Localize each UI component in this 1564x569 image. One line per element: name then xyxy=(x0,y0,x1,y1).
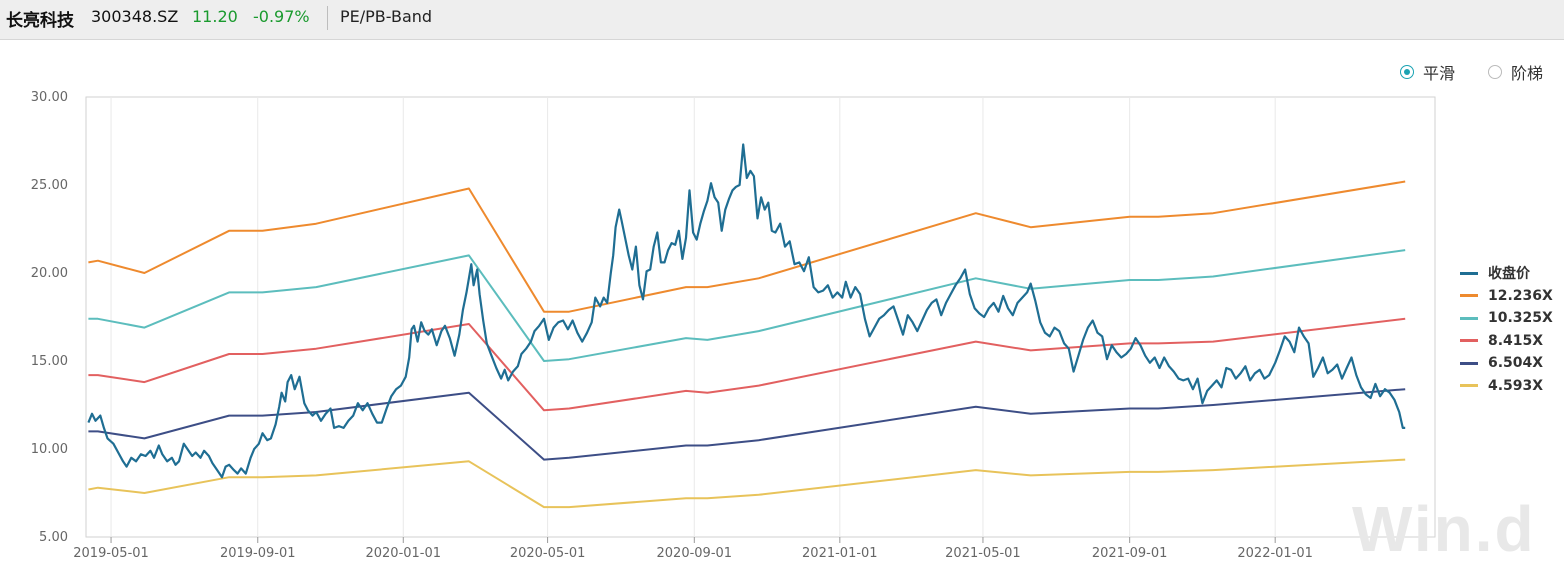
stock-price: 11.20 xyxy=(192,7,238,26)
x-tick-label: 2019-05-01 xyxy=(73,546,149,561)
chart-lines xyxy=(87,143,1406,509)
x-tick-label: 2019-09-01 xyxy=(220,546,296,561)
x-tick-label: 2021-01-01 xyxy=(802,546,878,561)
y-axis-labels: 5.00 10.00 15.00 20.00 25.00 30.00 xyxy=(31,90,68,545)
header-divider xyxy=(327,6,328,30)
plot-frame xyxy=(85,96,1436,538)
y-tick-label: 5.00 xyxy=(39,530,68,545)
series-line xyxy=(88,388,1406,461)
stock-header: 长亮科技 300348.SZ 11.20 -0.97% PE/PB-Band xyxy=(0,0,1564,40)
y-tick-label: 15.00 xyxy=(31,354,68,369)
smooth-radio[interactable]: 平滑 xyxy=(1400,62,1456,83)
legend-swatch xyxy=(1460,339,1478,342)
legend-item[interactable]: 收盘价 xyxy=(1460,264,1530,282)
stock-name: 长亮科技 xyxy=(6,11,74,31)
y-tick-label: 10.00 xyxy=(31,442,68,457)
legend-label: 8.415X xyxy=(1488,332,1544,349)
x-tick-label: 2020-09-01 xyxy=(657,546,733,561)
x-axis-labels: 2019-05-01 2019-09-01 2020-01-01 2020-05-01… xyxy=(73,546,1313,561)
chart-panel xyxy=(0,42,1564,569)
wind-watermark: Win.d xyxy=(1352,493,1536,565)
legend-item[interactable]: 8.415X xyxy=(1460,332,1543,350)
view-title[interactable]: PE/PB-Band xyxy=(340,7,433,26)
step-radio[interactable]: 阶梯 xyxy=(1488,62,1544,83)
legend-swatch xyxy=(1460,361,1478,365)
series-line xyxy=(88,249,1406,362)
x-tick-label: 2020-05-01 xyxy=(510,546,586,561)
step-label[interactable]: 阶梯 xyxy=(1511,64,1544,83)
series-line xyxy=(88,317,1406,412)
legend-item[interactable]: 10.325X xyxy=(1460,309,1553,327)
legend-item[interactable]: 6.504X xyxy=(1460,354,1543,372)
legend-swatch xyxy=(1460,384,1478,387)
legend-swatch xyxy=(1460,294,1478,297)
price-change: -0.97% xyxy=(253,7,310,26)
legend-item[interactable]: 12.236X xyxy=(1460,287,1553,305)
legend-label: 收盘价 xyxy=(1488,266,1530,282)
legend-swatch xyxy=(1460,271,1478,275)
series-line xyxy=(87,143,1406,479)
legend-label: 6.504X xyxy=(1488,355,1544,371)
y-tick-label: 20.00 xyxy=(31,266,68,281)
x-tick-label: 2020-01-01 xyxy=(365,546,441,561)
x-tick-label: 2021-09-01 xyxy=(1092,546,1168,561)
x-tick-label: 2021-05-01 xyxy=(945,546,1021,561)
legend-swatch xyxy=(1460,316,1478,320)
series-line xyxy=(88,458,1406,509)
legend-label: 12.236X xyxy=(1488,287,1553,304)
x-tick-label: 2022-01-01 xyxy=(1237,546,1313,561)
radio-unselected-icon[interactable] xyxy=(1488,65,1502,79)
chart-grid xyxy=(85,96,1436,543)
legend-item[interactable]: 4.593X xyxy=(1460,377,1543,395)
series-line xyxy=(88,180,1406,313)
stock-code: 300348.SZ xyxy=(91,7,179,26)
y-tick-label: 30.00 xyxy=(31,90,68,105)
radio-selected-icon[interactable] xyxy=(1400,65,1414,79)
y-tick-label: 25.00 xyxy=(31,178,68,193)
smooth-label[interactable]: 平滑 xyxy=(1423,64,1456,83)
legend-label: 10.325X xyxy=(1488,310,1553,326)
legend-label: 4.593X xyxy=(1488,377,1544,394)
